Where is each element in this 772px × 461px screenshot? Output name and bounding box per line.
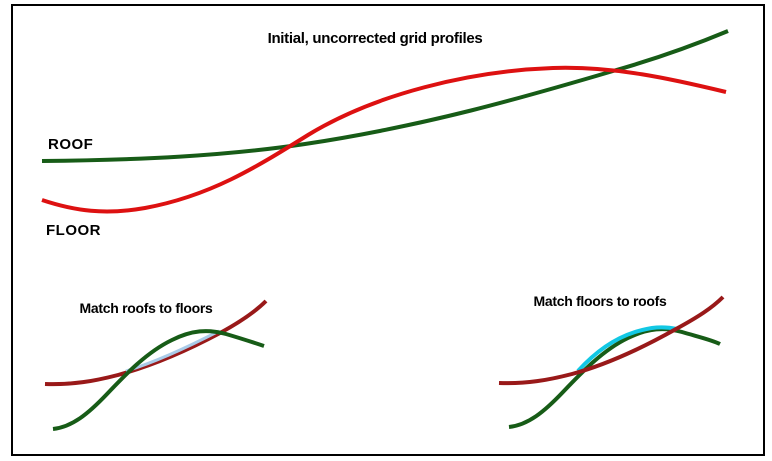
mini-right-roof-curve — [508, 327, 721, 429]
mini-left-roof-curve — [52, 329, 265, 431]
floor-curve-label: FLOOR — [46, 222, 101, 239]
initial-roof-curve — [41, 29, 729, 163]
mini-right-floor-curve — [498, 295, 725, 386]
panel-initial-profiles: Initial, uncorrected grid profiles ROOF … — [41, 29, 729, 239]
diagram-frame — [11, 4, 765, 456]
mini-right-matched-floor-curve — [576, 325, 678, 373]
roof-curve-label: ROOF — [48, 136, 93, 153]
figure-title: Initial, uncorrected grid profiles — [268, 30, 483, 47]
initial-floor-curve — [41, 65, 727, 214]
panel-match-floors-to-roofs: Match floors to roofs — [498, 293, 725, 429]
panel-match-roofs-to-floors: Match roofs to floors — [44, 299, 268, 431]
mini-left-matched-roof-curve — [125, 329, 220, 373]
match-roofs-to-floors-title: Match roofs to floors — [80, 300, 213, 316]
match-floors-to-roofs-title: Match floors to roofs — [534, 293, 667, 309]
mini-left-floor-curve — [44, 299, 268, 387]
